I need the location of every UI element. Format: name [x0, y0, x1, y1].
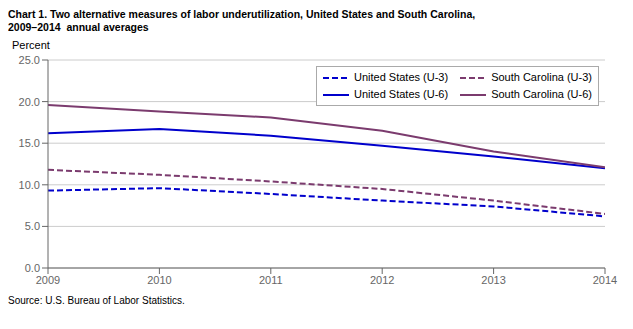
- svg-text:2012: 2012: [370, 274, 394, 286]
- svg-text:15.0: 15.0: [19, 137, 40, 149]
- svg-text:10.0: 10.0: [19, 179, 40, 191]
- html-text:Percent: Percent: [12, 39, 50, 51]
- html-text:United States (U-6): United States (U-6): [354, 88, 449, 100]
- html-text:South Carolina (U-6): South Carolina (U-6): [491, 88, 592, 100]
- svg-text:2014: 2014: [593, 274, 617, 286]
- html-text:United States (U-3): United States (U-3): [354, 71, 449, 83]
- svg-text:20.0: 20.0: [19, 96, 40, 108]
- html-text:2009–2014 annual averages: 2009–2014 annual averages: [8, 21, 149, 33]
- html-text:Chart 1. Two alternative measu: Chart 1. Two alternative measures of lab…: [8, 8, 476, 20]
- html-text:Source: U.S. Bureau of Labor S: Source: U.S. Bureau of Labor Statistics.: [8, 295, 185, 306]
- html-text:South Carolina (U-3): South Carolina (U-3): [491, 71, 592, 83]
- svg-text:2009: 2009: [36, 274, 60, 286]
- svg-text:2013: 2013: [481, 274, 505, 286]
- svg-text:25.0: 25.0: [19, 54, 40, 66]
- svg-text:2010: 2010: [147, 274, 171, 286]
- svg-text:2011: 2011: [259, 274, 283, 286]
- svg-text:0.0: 0.0: [25, 262, 40, 274]
- svg-text:5.0: 5.0: [25, 220, 40, 232]
